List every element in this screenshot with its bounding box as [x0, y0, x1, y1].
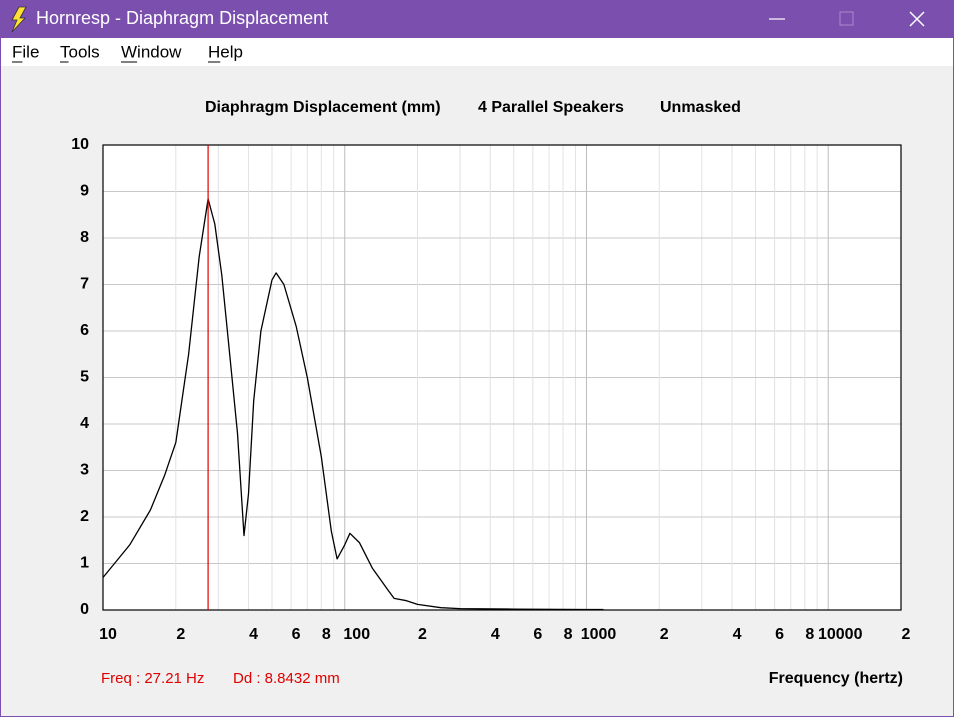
- y-tick-label: 0: [80, 601, 89, 618]
- chart-subtitle: 4 Parallel Speakers: [478, 99, 624, 116]
- y-tick-label: 10: [71, 136, 89, 153]
- maximize-button[interactable]: [839, 11, 854, 26]
- y-tick-label: 5: [80, 369, 89, 386]
- menu-item[interactable]: Help: [208, 42, 243, 61]
- y-tick-label: 6: [80, 322, 89, 339]
- y-tick-label: 1: [80, 555, 89, 572]
- x-tick-label: 8: [805, 626, 814, 643]
- x-tick-label: 4: [733, 626, 742, 643]
- menu-bar: [1, 38, 953, 66]
- app-icon: [11, 6, 27, 33]
- plot-frame: [102, 144, 902, 611]
- x-tick-label: 6: [533, 626, 542, 643]
- y-tick-label: 4: [80, 415, 89, 432]
- menu-item[interactable]: Tools: [60, 42, 100, 61]
- close-button[interactable]: [909, 11, 925, 27]
- x-tick-label: 6: [292, 626, 301, 643]
- x-tick-label: 1000: [581, 626, 617, 643]
- x-axis-label: Frequency (hertz): [769, 670, 903, 687]
- title-bar: [0, 0, 954, 38]
- y-tick-label: 9: [80, 183, 89, 200]
- x-tick-label: 2: [660, 626, 669, 643]
- chart-mode: Unmasked: [660, 99, 741, 116]
- menu-item[interactable]: Window: [121, 42, 182, 61]
- x-tick-label: 10000: [818, 626, 863, 643]
- y-tick-label: 7: [80, 276, 89, 293]
- x-tick-label: 2: [418, 626, 427, 643]
- chart: Diaphragm Displacement (mm) 4 Parallel Sp…: [71, 99, 910, 687]
- cursor-value: Dd : 8.8432 mm: [233, 670, 340, 687]
- y-tick-label: 8: [80, 229, 89, 246]
- x-tick-label: 6: [775, 626, 784, 643]
- x-tick-label: 4: [249, 626, 258, 643]
- data-line: [102, 198, 604, 611]
- y-tick-label: 2: [80, 508, 89, 525]
- cursor-frequency: Freq : 27.21 Hz: [101, 670, 204, 687]
- x-tick-label: 8: [322, 626, 331, 643]
- x-tick-label: 100: [343, 626, 370, 643]
- x-tick-label: 2: [902, 626, 911, 643]
- x-tick-label: 4: [491, 626, 500, 643]
- x-tick-label: 8: [564, 626, 573, 643]
- chart-title: Diaphragm Displacement (mm): [205, 99, 441, 116]
- window-title: Hornresp - Diaphragm Displacement: [36, 8, 328, 28]
- y-tick-label: 3: [80, 462, 89, 479]
- menu: File Tools Window Help: [12, 42, 243, 63]
- menu-item[interactable]: File: [12, 42, 39, 61]
- x-tick-label: 2: [176, 626, 185, 643]
- x-tick-label: 10: [99, 626, 117, 643]
